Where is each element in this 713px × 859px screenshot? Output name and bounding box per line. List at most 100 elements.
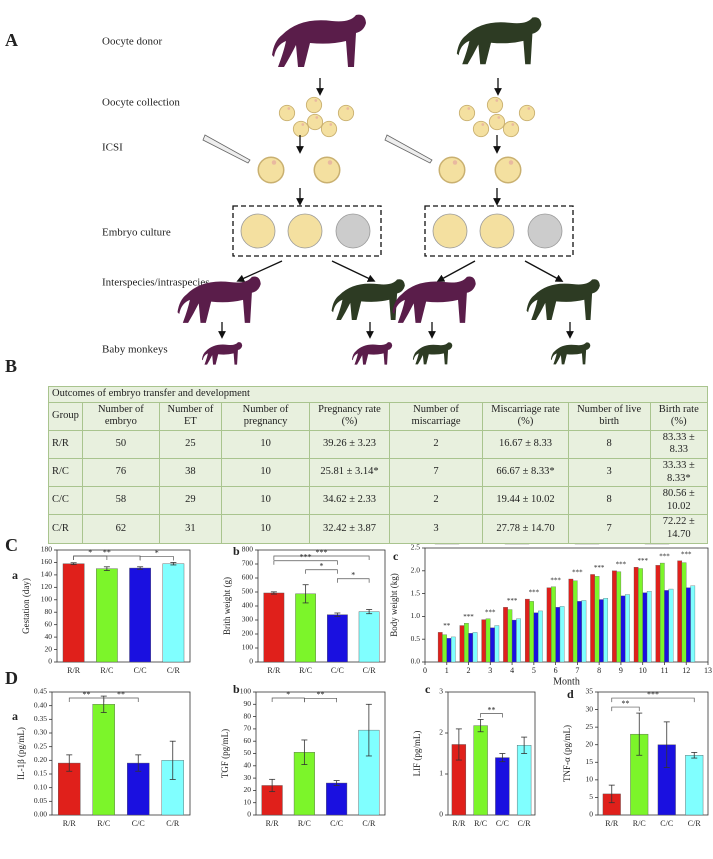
y-tick-label: 200 — [242, 629, 254, 638]
table-cell: 72.22 ± 14.70 — [649, 514, 709, 544]
table-title: Outcomes of embryo transfer and developm… — [48, 386, 708, 403]
bar — [533, 612, 539, 663]
table-row: C/C 58 29 10 34.62 ± 2.33 2 19.44 ± 10.02 8 80.5… — [48, 486, 709, 516]
bar — [358, 611, 380, 663]
x-tick-label: C/R — [363, 666, 377, 675]
table-cell: 2 — [388, 429, 484, 459]
bar — [468, 633, 474, 663]
table-cell: 34.62 ± 2.33 — [309, 486, 390, 516]
y-tick-label: 1 — [439, 769, 443, 778]
bar — [495, 757, 510, 816]
bar — [616, 571, 622, 663]
bar — [472, 632, 478, 663]
x-tick-label: 8 — [597, 666, 601, 675]
y-tick-label: 3 — [439, 687, 443, 696]
table-cell: 7 — [567, 514, 651, 544]
bar — [485, 618, 491, 663]
bar — [664, 590, 669, 663]
y-tick-label: 140 — [41, 570, 53, 579]
outcome-table: Outcomes of embryo transfer and developm… — [48, 386, 709, 544]
step-label: Oocyte donor — [102, 36, 163, 48]
significance-label: *** — [507, 597, 518, 605]
y-tick-label: 20 — [244, 785, 252, 794]
y-tick-label: 600 — [242, 573, 254, 582]
y-tick-label: 180 — [41, 545, 53, 554]
x-tick-label: C/C — [496, 819, 509, 828]
x-tick-label: C/C — [330, 819, 343, 828]
step-label: Baby monkeys — [102, 344, 168, 356]
bar — [481, 619, 487, 663]
bar — [450, 636, 456, 663]
step-label: Oocyte collection — [102, 97, 180, 109]
table-cell: C/C — [48, 486, 83, 516]
bar — [612, 570, 617, 663]
bar — [516, 618, 521, 663]
bar — [516, 745, 532, 816]
header-cell: Group — [48, 401, 83, 431]
panel-label: D — [5, 668, 18, 688]
y-tick-label: 20 — [45, 644, 53, 653]
significance-label: *** — [463, 613, 474, 621]
y-axis-label: TNF-α (pg/mL) — [562, 725, 572, 782]
significance-label: *** — [594, 564, 605, 572]
table-cell: 29 — [158, 486, 223, 516]
bar — [327, 614, 348, 663]
significance-label: *** — [485, 608, 496, 616]
significance-bracket — [480, 713, 503, 718]
x-tick-label: 9 — [619, 666, 623, 675]
significance-label: ** — [103, 548, 111, 557]
bar — [129, 567, 151, 663]
bar — [529, 601, 534, 663]
significance-label: * — [351, 571, 355, 580]
bar — [442, 634, 447, 663]
table-cell: 38 — [158, 457, 223, 488]
bar — [568, 578, 574, 663]
bar — [572, 580, 578, 663]
bar — [546, 587, 552, 663]
y-tick-label: 60 — [244, 736, 252, 745]
x-axis-label: Month — [553, 676, 580, 687]
bar — [295, 593, 316, 663]
table-cell: 80.56 ± 10.02 — [649, 486, 709, 516]
x-tick-label: C/C — [331, 666, 344, 675]
table-cell: 8 — [567, 429, 651, 459]
x-tick-label: 13 — [704, 666, 712, 675]
x-tick-label: R/R — [63, 819, 77, 828]
bar — [638, 568, 643, 663]
bar — [464, 623, 469, 663]
bar — [62, 563, 85, 663]
y-axis-label: TGF (pg/mL) — [220, 729, 230, 778]
y-tick-label: 30 — [244, 773, 252, 782]
bar — [538, 610, 543, 663]
x-tick-label: 2 — [467, 666, 471, 675]
significance-label: *** — [681, 550, 692, 558]
y-tick-label: 70 — [244, 724, 252, 733]
y-tick-label: 400 — [242, 601, 254, 610]
x-tick-label: 0 — [423, 666, 427, 675]
y-tick-label: 0.25 — [34, 741, 47, 750]
table-cell: 76 — [81, 457, 160, 488]
y-tick-label: 0.15 — [34, 769, 47, 778]
x-tick-label: R/R — [267, 666, 281, 675]
y-tick-label: 0.00 — [34, 810, 47, 819]
table-row: R/R 50 25 10 39.26 ± 3.23 2 16.67 ± 8.33 8 83.33… — [48, 429, 709, 459]
x-tick-label: R/C — [100, 666, 113, 675]
table-cell: 32.42 ± 3.87 — [309, 514, 390, 544]
significance-bracket — [611, 706, 640, 712]
significance-label: *** — [316, 548, 328, 557]
y-tick-label: 25 — [586, 722, 594, 731]
bar — [503, 607, 508, 663]
bar — [446, 638, 452, 663]
x-tick-label: R/C — [298, 819, 311, 828]
y-tick-label: 800 — [242, 545, 254, 554]
plot-frame — [56, 549, 191, 663]
significance-label: *** — [529, 589, 540, 597]
bar — [599, 599, 604, 663]
bar — [590, 574, 595, 663]
plot-frame — [447, 691, 536, 816]
significance-label: * — [286, 690, 290, 699]
step-label: ICSI — [102, 142, 123, 154]
table-cell: 25 — [158, 429, 223, 459]
chart-label: a — [12, 709, 18, 723]
y-tick-label: 60 — [45, 619, 53, 628]
